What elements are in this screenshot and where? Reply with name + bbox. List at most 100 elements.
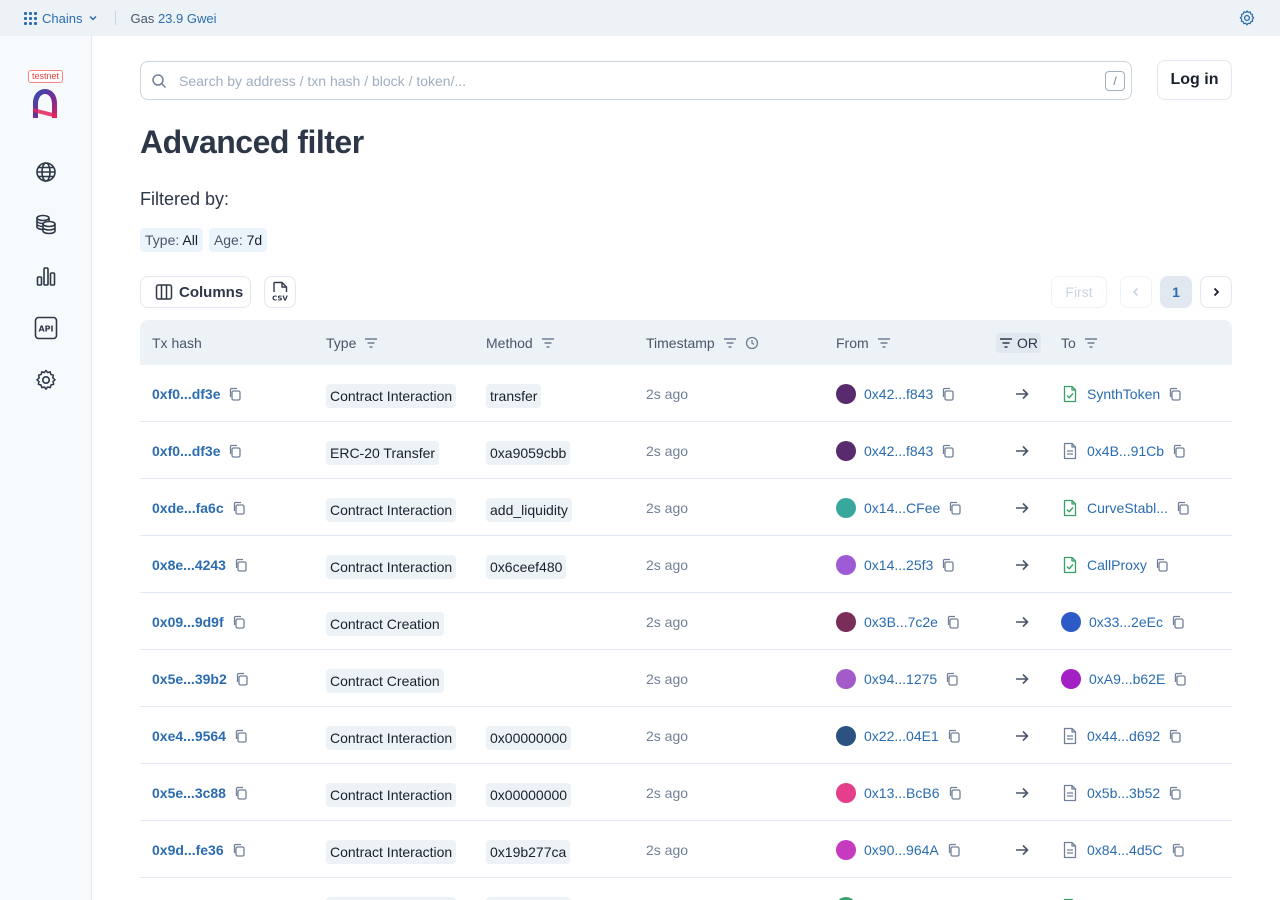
to-address-link[interactable]: 0x4B...91Cb <box>1087 442 1165 459</box>
columns-button[interactable]: Columns <box>140 276 251 308</box>
filter-chips: Type: All Age: 7d <box>140 228 268 252</box>
to-address-link[interactable]: 0x84...4d5C <box>1087 841 1163 858</box>
copy-icon[interactable] <box>1168 729 1182 743</box>
to-address-link[interactable]: TokenSwap <box>1087 899 1159 900</box>
timestamp-cell: 2s ago <box>646 650 688 707</box>
from-address-link[interactable]: 0x42...f843 <box>864 385 934 402</box>
or-toggle[interactable]: OR <box>996 332 1041 353</box>
bar-chart-icon[interactable] <box>34 264 58 288</box>
direction-cell <box>1014 878 1030 900</box>
from-address-link[interactable]: 0x42...f843 <box>864 442 934 459</box>
from-address-link[interactable]: 0x14...CFee <box>864 499 941 516</box>
from-address-link[interactable]: 0x14...25f3 <box>864 556 934 573</box>
tx-hash-link[interactable]: 0xde...fa6c <box>152 499 224 516</box>
copy-icon[interactable] <box>234 786 248 800</box>
settings-gear-icon[interactable] <box>1238 9 1256 27</box>
copy-icon[interactable] <box>232 843 246 857</box>
tx-hash-cell: 0xe4...9564 <box>152 707 248 764</box>
filter-icon[interactable] <box>364 336 378 350</box>
copy-icon[interactable] <box>228 444 242 458</box>
filter-icon[interactable] <box>541 336 555 350</box>
copy-icon[interactable] <box>234 558 248 572</box>
from-address-link[interactable]: 0x22...04E1 <box>864 727 939 744</box>
copy-icon[interactable] <box>941 387 955 401</box>
pagination-prev[interactable] <box>1120 276 1152 308</box>
copy-icon[interactable] <box>947 843 961 857</box>
tx-hash-link[interactable]: 0xe4...9564 <box>152 727 226 744</box>
tx-hash-cell: 0x09...9d9f <box>152 593 246 650</box>
tx-hash-link[interactable]: 0x21...f425 <box>152 899 223 900</box>
copy-icon[interactable] <box>1168 786 1182 800</box>
copy-icon[interactable] <box>1173 672 1187 686</box>
globe-icon[interactable] <box>34 160 58 184</box>
method-tag: 0x19b277ca <box>486 839 571 864</box>
from-address-link[interactable]: 0x90...964A <box>864 841 939 858</box>
table-row: 0xde...fa6c Contract Interaction add_liqui… <box>140 479 1232 536</box>
copy-icon[interactable] <box>1176 501 1190 515</box>
tx-hash-link[interactable]: 0x8e...4243 <box>152 556 226 573</box>
to-address-link[interactable]: 0x33...2eEc <box>1089 613 1163 630</box>
type-cell: Contract Interaction <box>326 536 457 593</box>
copy-icon[interactable] <box>234 729 248 743</box>
search-input[interactable] <box>179 72 1105 89</box>
from-address-link[interactable]: 0x25...c109 <box>864 899 936 900</box>
from-address-link[interactable]: 0x13...BcB6 <box>864 784 940 801</box>
from-address-link[interactable]: 0x94...1275 <box>864 670 938 687</box>
login-button[interactable]: Log in <box>1157 60 1232 100</box>
logo-icon[interactable] <box>30 86 60 120</box>
copy-icon[interactable] <box>232 615 246 629</box>
timestamp: 2s ago <box>646 727 689 744</box>
filter-icon[interactable] <box>877 336 891 350</box>
tx-hash-link[interactable]: 0x09...9d9f <box>152 613 224 630</box>
pagination-first[interactable]: First <box>1051 276 1107 308</box>
copy-icon[interactable] <box>1172 444 1186 458</box>
tx-type-tag: Contract Interaction <box>326 839 457 864</box>
to-address-link[interactable]: 0x5b...3b52 <box>1087 784 1161 801</box>
copy-icon[interactable] <box>1171 615 1185 629</box>
to-address-link[interactable]: 0x44...d692 <box>1087 727 1161 744</box>
copy-icon[interactable] <box>941 558 955 572</box>
clock-icon[interactable] <box>745 336 759 350</box>
filter-chip-age[interactable]: Age: 7d <box>208 228 268 252</box>
copy-icon[interactable] <box>948 786 962 800</box>
to-address-link[interactable]: SynthToken <box>1087 385 1161 402</box>
from-address-link[interactable]: 0x3B...7c2e <box>864 613 938 630</box>
tx-hash-link[interactable]: 0x5e...3c88 <box>152 784 226 801</box>
copy-icon[interactable] <box>948 501 962 515</box>
copy-icon[interactable] <box>941 444 955 458</box>
chains-selector[interactable]: Chains <box>24 11 99 26</box>
filter-icon[interactable] <box>723 336 737 350</box>
tx-type-tag: Contract Interaction <box>326 497 457 522</box>
csv-download-button[interactable]: CSV <box>264 276 296 308</box>
copy-icon[interactable] <box>232 501 246 515</box>
copy-icon[interactable] <box>235 672 249 686</box>
timestamp: 2s ago <box>646 556 689 573</box>
tx-hash-link[interactable]: 0xf0...df3e <box>152 385 221 402</box>
tokens-icon[interactable] <box>34 212 58 236</box>
copy-icon[interactable] <box>228 387 242 401</box>
filter-chip-type[interactable]: Type: All <box>140 228 203 252</box>
to-address-link[interactable]: CurveStabl... <box>1087 499 1168 516</box>
to-address-link[interactable]: 0xA9...b62E <box>1089 670 1166 687</box>
contract-icon <box>1063 727 1077 744</box>
to-address-link[interactable]: CallProxy <box>1087 556 1147 573</box>
method-tag: add_liquidity <box>486 497 572 522</box>
tx-hash-link[interactable]: 0x5e...39b2 <box>152 670 227 687</box>
copy-icon[interactable] <box>945 672 959 686</box>
copy-icon[interactable] <box>946 615 960 629</box>
settings-icon[interactable] <box>34 368 58 392</box>
filter-icon[interactable] <box>1084 336 1098 350</box>
pagination-next[interactable] <box>1200 276 1232 308</box>
type-cell: ERC-20 Transfer <box>326 422 440 479</box>
timestamp-cell: 2s ago <box>646 365 688 422</box>
copy-icon[interactable] <box>1171 843 1185 857</box>
tx-hash-link[interactable]: 0x9d...fe36 <box>152 841 224 858</box>
copy-icon[interactable] <box>1168 387 1182 401</box>
tx-hash-link[interactable]: 0xf0...df3e <box>152 442 221 459</box>
api-icon[interactable]: API <box>34 316 58 340</box>
copy-icon[interactable] <box>947 729 961 743</box>
timestamp-cell: 2s ago <box>646 764 688 821</box>
copy-icon[interactable] <box>1155 558 1169 572</box>
from-cell: 0x94...1275 <box>836 650 959 707</box>
pagination-current[interactable]: 1 <box>1160 276 1192 308</box>
